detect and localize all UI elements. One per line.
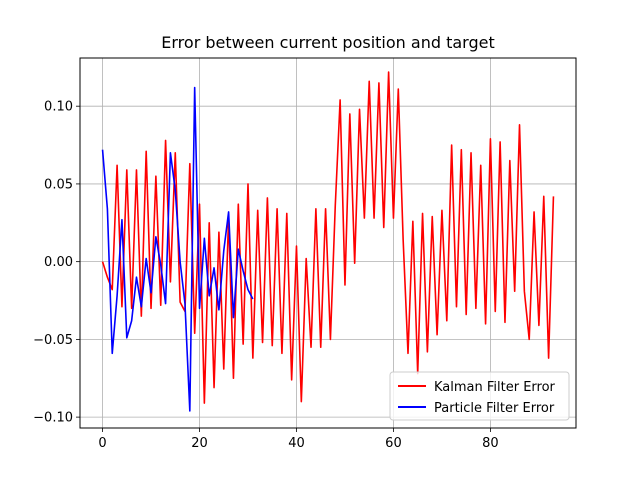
x-tick-label: 40	[288, 436, 305, 451]
series-layer	[101, 71, 555, 412]
x-tick-label: 60	[385, 436, 402, 451]
legend-label-kalman: Kalman Filter Error	[434, 380, 556, 395]
y-tick-label: 0.10	[44, 100, 73, 115]
x-tick-label: 0	[98, 436, 106, 451]
axis-ticks: 0 20 40 60 80 −0.10 −0.05 0.00 0.05 0.10	[33, 100, 499, 451]
legend-box	[389, 371, 570, 421]
legend-label-particle: Particle Filter Error	[434, 401, 555, 416]
chart-title: Error between current position and targe…	[161, 33, 494, 52]
axes-frame	[79, 57, 577, 429]
x-tick-label: 80	[482, 436, 499, 451]
y-tick-label: 0.05	[44, 177, 73, 192]
x-tick-label: 20	[191, 436, 208, 451]
y-tick-label: −0.05	[33, 333, 73, 348]
particle-filter-error-line	[101, 86, 254, 412]
y-tick-label: 0.00	[44, 255, 73, 270]
y-tick-label: −0.10	[33, 411, 73, 426]
legend: Kalman Filter Error Particle Filter Erro…	[389, 371, 570, 421]
